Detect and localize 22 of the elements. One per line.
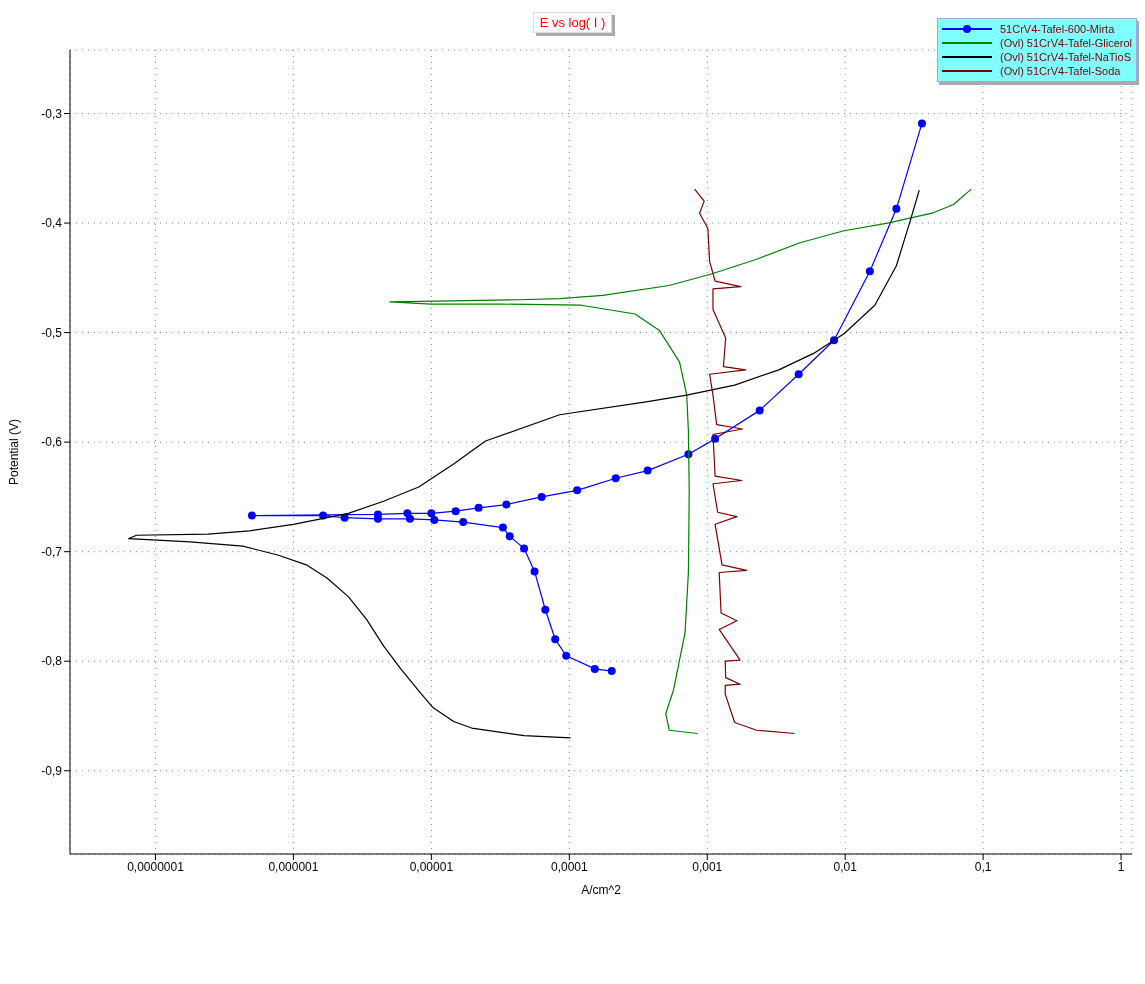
y-axis-title: Potential (V) <box>7 418 22 486</box>
x-tick-label: 1 <box>1117 859 1125 874</box>
y-tick-label: -0,5 <box>41 325 63 340</box>
x-tick-label: 0,0001 <box>550 859 588 874</box>
y-tick-label: -0,4 <box>41 216 63 231</box>
legend-label: 51CrV4-Tafel-600-Mirta <box>999 23 1115 35</box>
x-tick-label: 0,1 <box>974 859 992 874</box>
legend-label: (Ovl) 51CrV4-Tafel-Glicerol <box>999 37 1132 49</box>
x-axis-title: A/cm^2 <box>581 883 622 897</box>
y-tick-label: -0,9 <box>41 764 63 779</box>
y-tick-label: -0,7 <box>41 544 63 559</box>
y-tick-label: -0,6 <box>41 435 63 450</box>
chart-title: E vs log( I ) <box>532 12 613 33</box>
x-tick-label: 0,01 <box>833 859 858 874</box>
x-tick-label: 0,00001 <box>409 859 454 874</box>
legend-label: (Ovl) 51CrV4-Tafel-NaTioS <box>999 51 1131 63</box>
x-tick-label: 0,0000001 <box>127 859 185 874</box>
y-tick-label: -0,3 <box>41 106 63 121</box>
x-tick-label: 0,001 <box>692 859 723 874</box>
y-tick-label: -0,8 <box>41 654 63 669</box>
legend-label: (Ovl) 51CrV4-Tafel-Soda <box>999 65 1121 77</box>
x-tick-label: 0,000001 <box>268 859 319 874</box>
